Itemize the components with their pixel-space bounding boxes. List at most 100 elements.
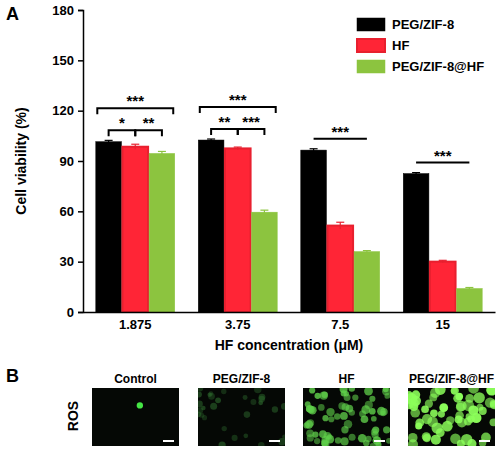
cell: [198, 391, 202, 397]
cell: [380, 411, 386, 417]
cell: [352, 394, 358, 400]
cell: [322, 415, 328, 421]
error-bar-cap: [260, 210, 268, 211]
significance-label: ***: [434, 147, 452, 164]
scale-bar: [163, 440, 174, 442]
cell: [222, 426, 227, 431]
bar: [252, 212, 278, 312]
legend-label: PEG/ZIF-8@HF: [392, 59, 484, 74]
cell: [422, 432, 431, 441]
cell: [344, 420, 352, 428]
cell: [335, 437, 342, 444]
bar: [96, 142, 122, 312]
bar: [354, 252, 380, 312]
cell: [221, 389, 226, 394]
y-axis-title: Cell viability (%): [13, 107, 29, 214]
cell: [328, 416, 334, 422]
column-label: HF: [339, 372, 355, 386]
cell: [254, 388, 261, 393]
cell: [430, 409, 438, 417]
cell: [486, 388, 495, 396]
cell: [202, 415, 207, 420]
y-tick-label: 150: [52, 53, 74, 68]
bar: [122, 147, 148, 312]
cell: [314, 438, 320, 444]
bar: [430, 262, 456, 312]
column-label: Control: [114, 372, 157, 386]
y-tick-mark: [78, 261, 83, 263]
y-tick: 0: [67, 305, 83, 320]
cell: [307, 419, 314, 426]
error-bar: [131, 144, 139, 149]
legend: PEG/ZIF-8HFPEG/ZIF-8@HF: [357, 17, 484, 74]
error-bar-cap: [439, 260, 447, 261]
cell: [281, 403, 285, 410]
x-tick-label: 7.5: [331, 317, 349, 332]
cell: [258, 442, 265, 446]
cell: [369, 396, 375, 402]
cell: [410, 408, 420, 418]
cell: [371, 416, 377, 422]
cell: [309, 388, 315, 394]
cells: [408, 388, 495, 446]
cell: [307, 406, 314, 413]
cell: [243, 433, 248, 438]
cell: [243, 395, 248, 400]
y-tick-mark: [78, 10, 83, 12]
cell: [314, 393, 320, 399]
y-tick-mark: [78, 312, 83, 314]
fluorescence-image: [403, 383, 498, 449]
cell: [479, 407, 487, 415]
cell: [326, 408, 334, 416]
cell: [340, 412, 348, 420]
cell: [207, 392, 212, 397]
cell: [465, 394, 474, 403]
error-bar: [158, 151, 166, 155]
cell: [363, 440, 370, 446]
cell: [423, 434, 431, 442]
x-tick: 3.75: [225, 312, 250, 332]
x-axis-title: HF concentration (μM): [215, 337, 364, 353]
error-bar-cap: [158, 151, 166, 152]
panel-label: A: [6, 4, 19, 24]
cell: [485, 397, 495, 407]
cell: [474, 392, 485, 403]
cell: [382, 388, 390, 396]
error-bar-cap: [131, 144, 139, 145]
cell: [415, 418, 424, 427]
legend-swatch: [357, 18, 385, 31]
cell: [258, 396, 265, 403]
x-tick: 7.5: [331, 312, 349, 332]
y-tick-mark: [78, 110, 83, 112]
cell: [326, 435, 335, 444]
cell: [232, 435, 238, 441]
cell: [430, 388, 440, 398]
y-tick-mark: [78, 60, 83, 62]
y-tick: 120: [52, 103, 83, 118]
cell: [369, 408, 376, 415]
column-label: PEG/ZIF-8@HF: [409, 372, 494, 386]
y-axis-line: [78, 11, 84, 313]
error-bar: [260, 210, 268, 214]
x-tick-label: 3.75: [225, 317, 250, 332]
error-bar-stem: [340, 222, 341, 229]
cells: [137, 402, 143, 408]
panel-label: B: [6, 366, 19, 386]
fluorescence-image: [92, 388, 179, 446]
cell: [282, 434, 285, 439]
bar: [457, 289, 483, 312]
cell: [467, 439, 476, 446]
cell: [436, 428, 445, 437]
y-axis: 0306090120150180: [52, 3, 83, 320]
cell: [272, 406, 278, 412]
error-bar: [465, 288, 473, 290]
cell: [408, 391, 414, 401]
cell: [319, 430, 327, 438]
error-bar-cap: [105, 140, 113, 141]
error-bar: [363, 251, 371, 253]
cell: [218, 441, 225, 446]
cell: [457, 440, 465, 446]
figure: A03060901201501801.8753.757.515HF concen…: [0, 0, 500, 450]
image-background: [198, 388, 285, 446]
scale-bar: [479, 440, 490, 442]
